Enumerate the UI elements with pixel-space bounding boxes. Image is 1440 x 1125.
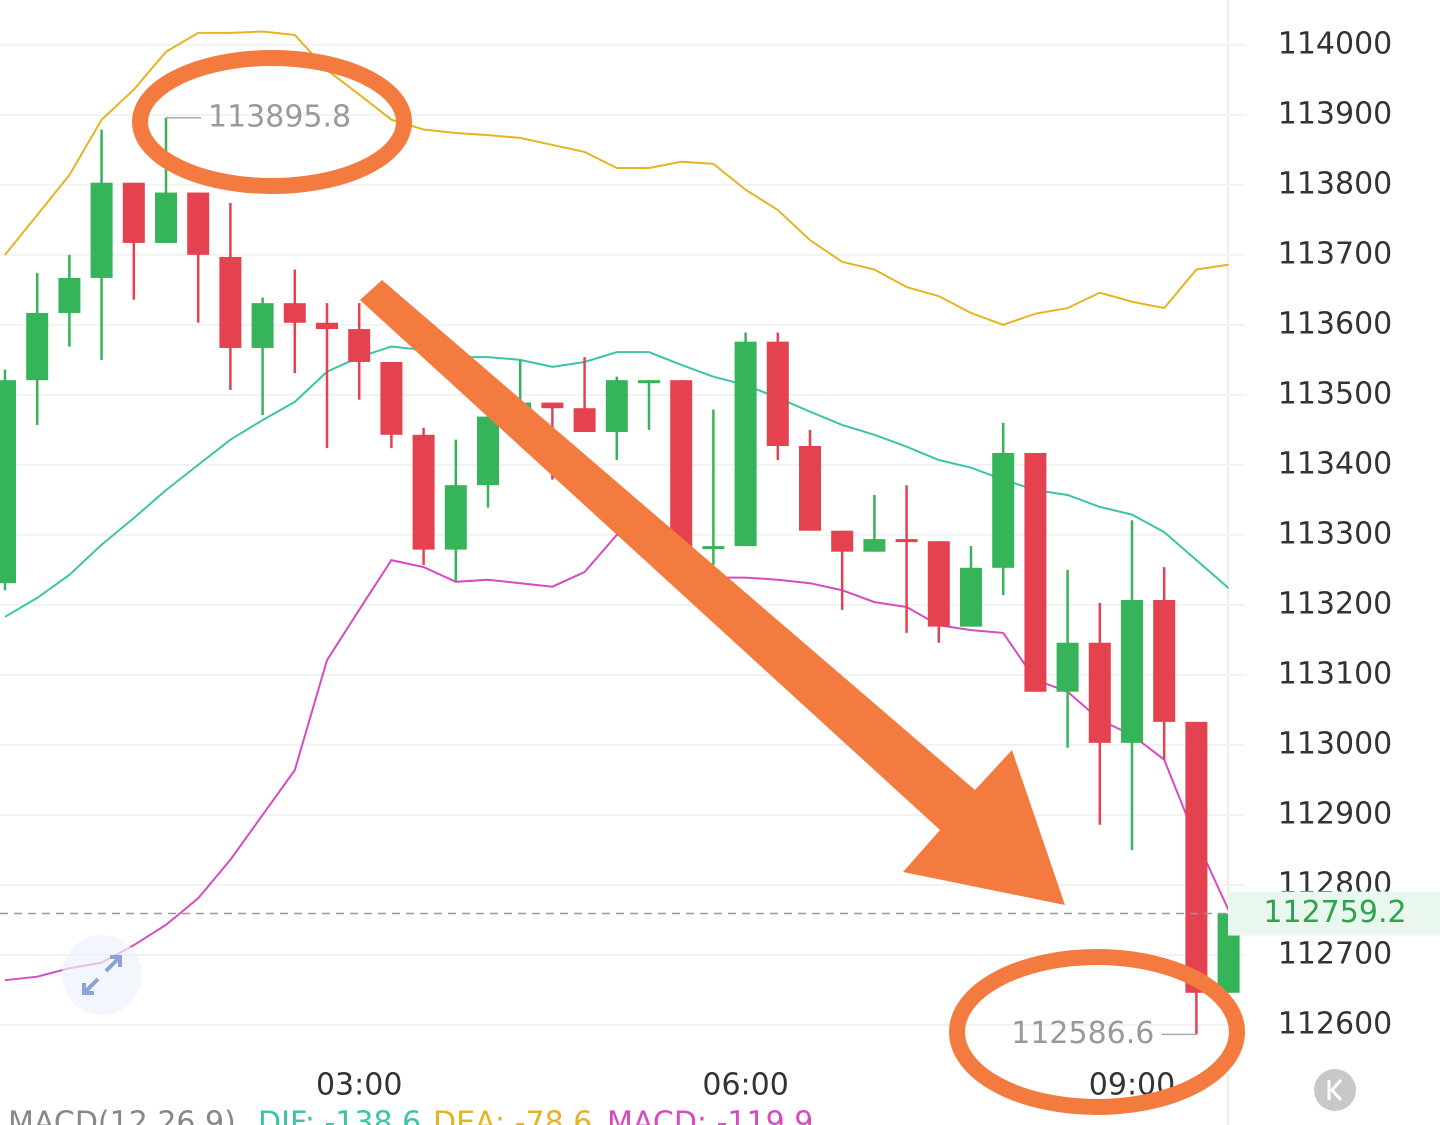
k-button[interactable] <box>1314 1069 1356 1111</box>
y-tick-label: 112700 <box>1278 936 1393 971</box>
candle-body <box>573 408 596 432</box>
trend-arrow <box>360 280 1065 905</box>
low-label: 112586.6 <box>1011 1016 1154 1051</box>
y-tick-label: 113000 <box>1278 726 1393 761</box>
y-tick-label: 113800 <box>1278 166 1393 201</box>
candle-body <box>412 434 435 550</box>
candle-body <box>799 445 821 531</box>
candle-body <box>26 312 49 381</box>
candle-body <box>58 277 81 313</box>
candle-body <box>1088 642 1111 743</box>
candle-body <box>380 361 403 435</box>
indicator-name: MACD(12,26,9) <box>8 1106 236 1125</box>
indicator-dif: DIF: -138.6 <box>258 1106 421 1125</box>
y-tick-label: 113300 <box>1278 516 1393 551</box>
candle-body <box>477 416 499 486</box>
candle-body <box>960 567 982 627</box>
y-tick-label: 113500 <box>1278 376 1393 411</box>
candle-body <box>702 546 725 550</box>
band-line <box>4 30 1229 326</box>
candle-body <box>831 530 854 552</box>
candle-body <box>638 380 660 384</box>
indicator-dea: DEA: -78.6 <box>433 1106 592 1125</box>
overlay: 112759.2 113895.8 112586.6 <box>0 99 1440 1051</box>
candle-body <box>863 539 886 552</box>
candle-body <box>734 341 757 547</box>
candle-body <box>316 322 338 330</box>
y-tick-label: 113200 <box>1278 586 1393 621</box>
candle-body <box>1121 600 1143 743</box>
candle-body <box>766 341 789 446</box>
candle-body <box>251 303 274 348</box>
x-tick-label: 06:00 <box>702 1068 788 1103</box>
candle-body <box>895 539 918 543</box>
candle-body <box>1056 642 1079 692</box>
candle-body <box>670 380 693 549</box>
candle-body <box>219 256 242 348</box>
candle-body <box>444 485 467 550</box>
candle-body <box>0 380 16 584</box>
candles <box>0 117 1240 1035</box>
y-tick-label: 113100 <box>1278 656 1393 691</box>
expand-button[interactable] <box>62 935 142 1015</box>
candle-body <box>1153 600 1176 722</box>
candle-body <box>1024 452 1047 692</box>
y-tick-label: 114000 <box>1278 26 1393 61</box>
candle-body <box>90 182 113 278</box>
y-tick-label: 113400 <box>1278 446 1393 481</box>
candle-body <box>605 380 628 432</box>
candle-body <box>992 452 1015 568</box>
candle-body <box>541 402 564 409</box>
highlight-ellipse <box>949 949 1245 1115</box>
highlight-ellipse <box>132 50 412 194</box>
last-price-label: 112759.2 <box>1263 895 1406 930</box>
y-tick-label: 112600 <box>1278 1006 1393 1041</box>
candle-body <box>927 541 950 627</box>
y-tick-label: 113700 <box>1278 236 1393 271</box>
candle-body <box>187 192 210 255</box>
candle-body <box>122 182 145 243</box>
y-tick-label: 113600 <box>1278 306 1393 341</box>
last-price-tag <box>1228 891 1440 936</box>
candle-body <box>283 303 306 323</box>
high-label: 113895.8 <box>208 99 351 134</box>
candle-body <box>348 329 371 362</box>
indicator-macd: MACD: -119.9 <box>607 1106 813 1125</box>
candle-body <box>1185 721 1208 993</box>
candle-body <box>155 192 177 243</box>
y-tick-label: 112900 <box>1278 796 1393 831</box>
y-tick-label: 113900 <box>1278 96 1393 131</box>
x-tick-label: 03:00 <box>316 1068 402 1103</box>
